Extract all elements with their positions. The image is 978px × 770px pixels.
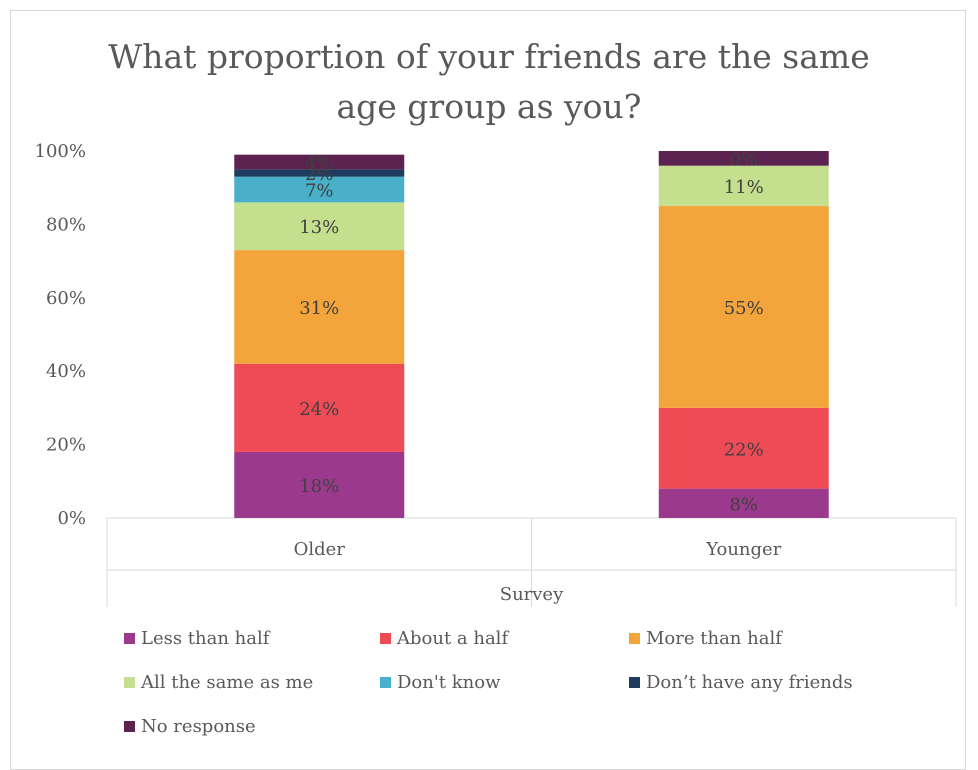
legend-swatch [380, 677, 391, 688]
legend-swatch [124, 677, 135, 688]
y-tick-label: 80% [46, 214, 86, 235]
legend-item: About a half [380, 628, 508, 649]
y-tick-label: 60% [46, 288, 86, 309]
legend-label: All the same as me [141, 672, 314, 693]
y-tick-label: 20% [46, 435, 86, 456]
legend-item: No response [124, 716, 256, 737]
data-label: 55% [724, 298, 764, 319]
legend-label: Don't know [397, 672, 501, 693]
bar-segment [658, 206, 829, 408]
x-tick-label: Younger [705, 539, 782, 560]
bar-segment [658, 165, 829, 207]
legend-swatch [124, 633, 135, 644]
data-label: 31% [299, 298, 339, 319]
bar-segment [658, 151, 829, 166]
data-label: 8% [729, 494, 758, 515]
bar-segment [234, 154, 405, 170]
data-label: 22% [724, 439, 764, 460]
bar-segment [234, 169, 405, 177]
x-axis-title: Survey [500, 584, 564, 605]
chart-title-line-1: What proportion of your friends are the … [108, 37, 870, 76]
y-tick-label: 0% [57, 508, 86, 529]
legend-label: More than half [646, 628, 782, 649]
bar-segment [658, 407, 829, 489]
legend-label: No response [141, 716, 256, 737]
data-label: 7% [305, 181, 334, 202]
legend-item: Less than half [124, 628, 269, 649]
legend-label: Don’t have any friends [646, 672, 853, 693]
chart-title: What proportion of your friends are the … [0, 32, 978, 132]
chart-title-line-2: age group as you? [336, 87, 642, 126]
data-label: 4% [305, 153, 334, 174]
bar-segment [234, 363, 405, 452]
legend-swatch [629, 633, 640, 644]
bar-segment [234, 202, 405, 251]
legend-swatch [380, 633, 391, 644]
legend-item: Don’t have any friends [629, 672, 853, 693]
y-tick-label: 100% [35, 141, 86, 162]
legend-item: All the same as me [124, 672, 313, 693]
y-tick-label: 40% [46, 361, 86, 382]
legend-label: About a half [397, 628, 509, 649]
bar-segment [234, 451, 405, 518]
data-label: 13% [299, 217, 339, 238]
legend-swatch [124, 721, 135, 732]
legend-swatch [629, 677, 640, 688]
data-label: 24% [299, 399, 339, 420]
data-label: 11% [724, 177, 764, 198]
x-tick-label: Older [294, 539, 346, 560]
data-label: 18% [299, 476, 339, 497]
bar-segment [234, 176, 405, 203]
data-label: 0% [729, 149, 758, 170]
legend-item: Don't know [380, 672, 501, 693]
bar-segment [658, 488, 829, 518]
bar-segment [234, 250, 405, 364]
legend-item: More than half [629, 628, 782, 649]
legend-label: Less than half [141, 628, 270, 649]
